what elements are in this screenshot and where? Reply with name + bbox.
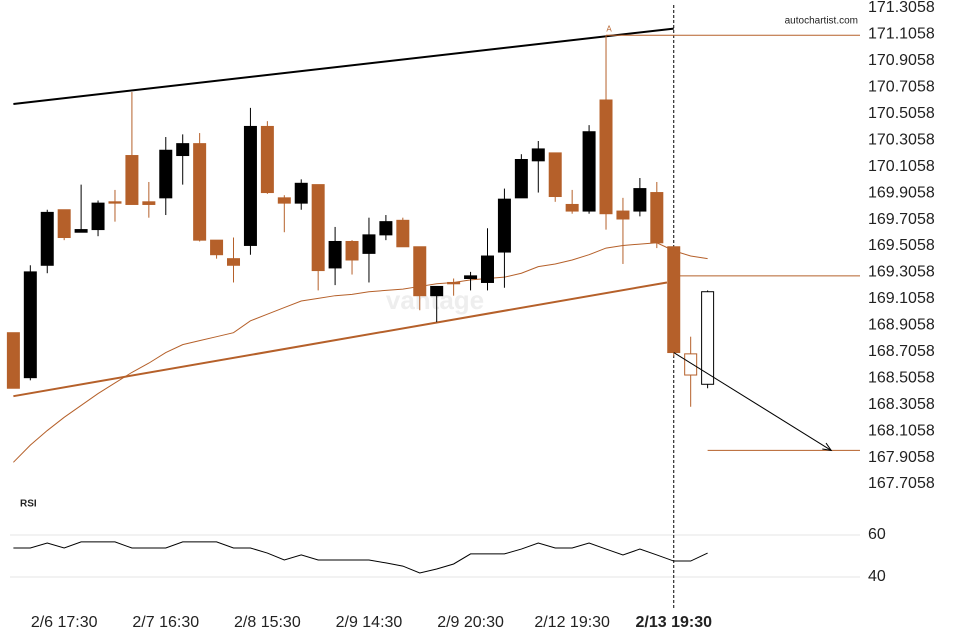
y-tick-label: 167.9058 (868, 449, 935, 466)
y-tick-label: 170.9058 (868, 52, 935, 69)
x-tick-label: 2/7 16:30 (132, 614, 199, 631)
y-tick-label: 167.7058 (868, 475, 935, 492)
y-tick-label: 168.3058 (868, 396, 935, 413)
y-tick-label: 169.9058 (868, 184, 935, 201)
candle-body (413, 246, 427, 297)
x-tick-label: 2/9 14:30 (336, 614, 403, 631)
candle-body (243, 125, 257, 246)
candle-body (328, 240, 342, 269)
candle-body (108, 201, 122, 204)
candle-body (159, 149, 173, 199)
y-tick-label: 170.1058 (868, 158, 935, 175)
candle-body (396, 219, 410, 248)
x-tick-label: 2/13 19:30 (635, 614, 712, 631)
x-tick-label: 2/9 20:30 (437, 614, 504, 631)
candle-body (23, 271, 37, 379)
candle-body (599, 99, 613, 215)
candle-body (176, 143, 190, 157)
moving-average (13, 242, 708, 463)
candle-body (480, 255, 494, 283)
candle-body (91, 202, 105, 231)
candle-body (701, 291, 715, 385)
projection-arrow (673, 352, 832, 451)
candle-body (362, 234, 376, 254)
candle-body (464, 275, 478, 280)
candle-body (74, 229, 88, 233)
y-tick-label: 169.5058 (868, 237, 935, 254)
candle-body (142, 201, 156, 205)
y-tick-label: 170.5058 (868, 105, 935, 122)
trendline (13, 27, 674, 105)
y-tick-label: 168.9058 (868, 317, 935, 334)
rsi-line (13, 541, 708, 574)
candle-body (667, 246, 681, 354)
candle-body (565, 203, 579, 212)
y-tick-label: 169.3058 (868, 264, 935, 281)
trendline (13, 281, 668, 398)
y-tick-label: 170.7058 (868, 79, 935, 96)
candle-body (514, 159, 528, 199)
pattern-label: A (606, 24, 612, 33)
y-tick-label: 170.3058 (868, 131, 935, 148)
candle-body (633, 188, 647, 212)
candle-body (447, 281, 461, 285)
candle-body (430, 285, 444, 297)
candle-body (582, 131, 596, 212)
candle-body (345, 240, 359, 261)
y-tick-label: 171.1058 (868, 26, 935, 43)
y-tick-label: 168.5058 (868, 369, 935, 386)
candle-body (294, 182, 308, 204)
candle-body (311, 184, 325, 272)
candle-body (616, 210, 630, 220)
candle-body (650, 192, 664, 244)
candle-body (277, 197, 291, 204)
rsi-label: RSI (20, 499, 37, 510)
y-tick-label: 169.1058 (868, 290, 935, 307)
candle-body (227, 258, 241, 266)
arrow-head (822, 442, 833, 452)
x-tick-label: 2/6 17:30 (31, 614, 98, 631)
x-tick-label: 2/12 19:30 (534, 614, 610, 631)
x-tick-label: 2/8 15:30 (234, 614, 301, 631)
candle-body (125, 155, 139, 205)
y-tick-label: 169.7058 (868, 211, 935, 228)
candle-body (548, 152, 562, 198)
candle-body (57, 209, 71, 239)
candle-body (379, 221, 393, 236)
rsi-tick-label: 40 (868, 568, 886, 585)
y-tick-label: 171.3058 (868, 0, 935, 16)
source-label: autochartist.com (785, 16, 858, 27)
y-tick-label: 168.7058 (868, 343, 935, 360)
candle-body (6, 332, 20, 389)
rsi-tick-label: 60 (868, 526, 886, 543)
candle-body (210, 239, 224, 256)
candle-body (260, 125, 274, 194)
y-tick-label: 168.1058 (868, 422, 935, 439)
candle-body (684, 353, 698, 376)
candle-body (497, 198, 511, 253)
candle-body (531, 148, 545, 162)
candle-body (193, 143, 207, 241)
candle-body (40, 211, 54, 266)
